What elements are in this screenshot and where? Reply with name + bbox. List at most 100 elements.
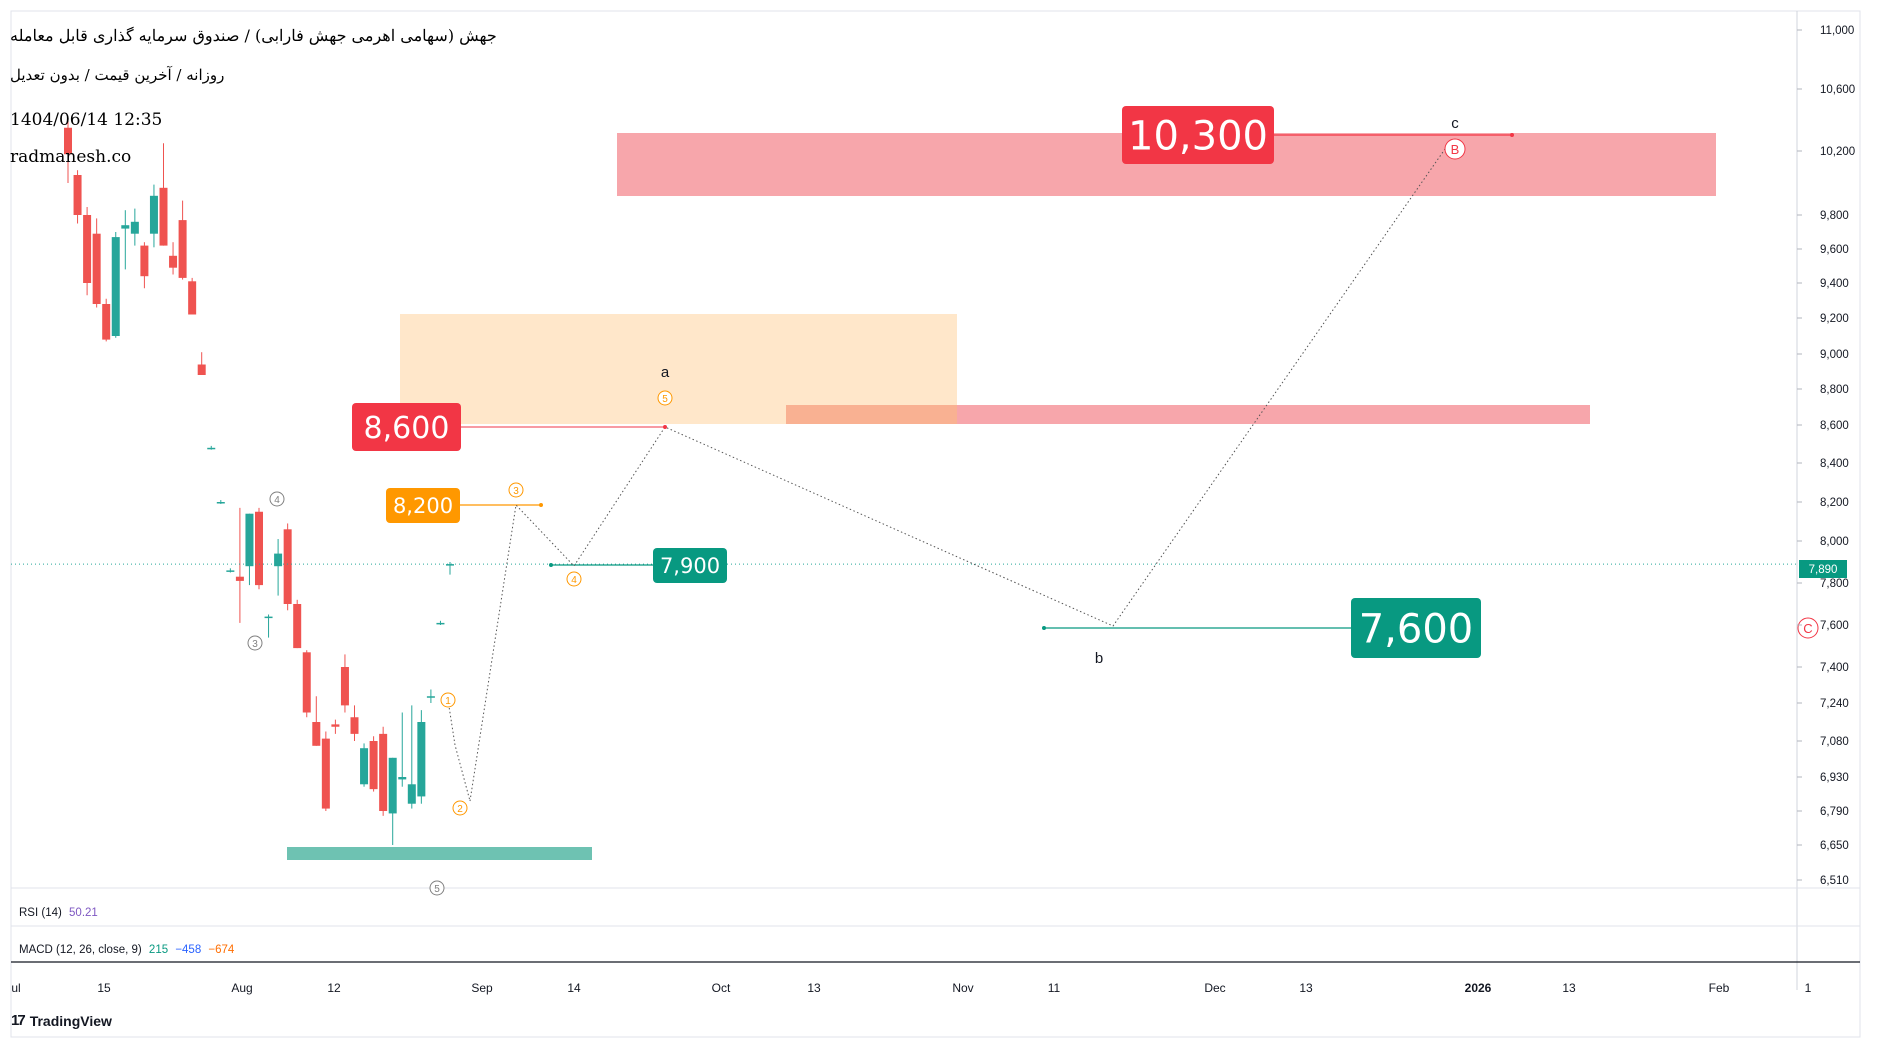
macd-label: MACD (12, 26, close, 9) — [19, 944, 142, 956]
price-label-box — [352, 403, 461, 451]
chart-frame — [10, 10, 1861, 1038]
candle-body — [331, 724, 340, 727]
watermark-website: radmanesh.co — [10, 147, 132, 167]
candle-body — [130, 221, 139, 234]
y-tick-label: 8,400 — [1820, 458, 1849, 470]
price-axis[interactable]: 11,000 10,600 10,200 9,800 9,600 9,400 9,200 9,… — [1797, 25, 1855, 887]
level-8200-dot — [539, 503, 543, 507]
rsi-label: RSI (14) — [19, 907, 62, 919]
candle-body — [446, 564, 454, 566]
wave-number-label: 1 — [445, 696, 451, 707]
x-tick-label: 2026 — [1465, 981, 1492, 995]
wave-circle — [1797, 617, 1819, 639]
candle-body — [83, 215, 92, 283]
y-tick-label: 6,790 — [1820, 806, 1849, 818]
candle-body — [64, 127, 72, 155]
candle-body — [226, 570, 235, 572]
wave-number-label: 4 — [274, 495, 280, 506]
candle-body — [121, 225, 130, 229]
time-axis[interactable]: ul 15 Aug 12 Sep 14 Oct 13 Nov 11 Dec 13 2026 13 Feb 1 — [11, 981, 1811, 995]
x-tick-label: 13 — [807, 981, 821, 995]
x-tick-label: 13 — [1562, 981, 1576, 995]
y-tick-label: 6,930 — [1820, 772, 1849, 784]
candle-body — [312, 722, 321, 746]
rsi-legend[interactable]: RSI (14) 50.21 — [19, 907, 98, 919]
candle-body — [340, 667, 349, 706]
candle-body — [379, 733, 388, 811]
candle-body — [149, 195, 158, 234]
x-tick-label: Dec — [1204, 981, 1225, 995]
y-tick-label: 10,600 — [1820, 84, 1855, 96]
wave-letter-label: a — [661, 364, 670, 381]
candle-body — [140, 245, 149, 277]
x-tick-label: Feb — [1709, 981, 1730, 995]
tradingview-logo[interactable]: 17 TradingView — [11, 1012, 112, 1029]
price-label-box — [386, 488, 460, 523]
wave-number-label: 2 — [457, 804, 463, 815]
x-tick-label: 11 — [1048, 981, 1061, 995]
price-label-box — [653, 548, 727, 583]
wave-number-label: 4 — [571, 575, 577, 586]
candle-body — [293, 604, 302, 649]
support-zone-green — [287, 847, 592, 860]
x-tick-label: Oct — [712, 981, 731, 995]
wave-number-label: 3 — [252, 639, 258, 650]
wave-circle — [429, 880, 445, 896]
y-tick-label: 9,800 — [1820, 210, 1849, 222]
wave-letter-label: b — [1095, 650, 1103, 667]
candle-body — [197, 364, 206, 375]
candle-body — [436, 622, 445, 625]
current-price-text: 7,890 — [1809, 564, 1838, 576]
wave-circle — [566, 571, 582, 587]
wave-number-label: 5 — [662, 394, 668, 405]
candle-body — [398, 777, 407, 780]
candle-body — [321, 738, 330, 809]
price-label-box — [1122, 106, 1274, 164]
macd-legend[interactable]: MACD (12, 26, close, 9) 215 −458 −674 — [19, 944, 234, 956]
candle-body — [188, 281, 197, 315]
price-label-box — [1351, 598, 1481, 658]
chart-subtitle: روزانه / آخرین قیمت / بدون تعدیل — [10, 66, 225, 84]
level-7600-dot — [1042, 626, 1046, 630]
rsi-value: 50.21 — [69, 907, 98, 919]
candle-body — [92, 233, 101, 304]
macd-value-1: 215 — [148, 944, 169, 956]
wave-number-label: B — [1451, 142, 1460, 157]
y-tick-label: 8,800 — [1820, 384, 1849, 396]
candle-body — [302, 652, 311, 713]
candle-body — [283, 529, 292, 604]
price-label-text: 7,900 — [660, 554, 720, 578]
y-tick-label: 9,400 — [1820, 278, 1849, 290]
candle-body — [245, 513, 254, 567]
x-tick-label: 15 — [97, 981, 111, 995]
price-label-text: 7,600 — [1359, 606, 1474, 652]
wave-letter-label: c — [1451, 115, 1459, 132]
wave-number-label: 5 — [434, 884, 440, 895]
candle-body — [388, 757, 397, 814]
wave-circle — [440, 692, 456, 708]
x-tick-label: 14 — [567, 981, 581, 995]
level-10300-dot — [1510, 133, 1514, 137]
level-7900-dot — [549, 563, 553, 567]
candle-body — [255, 511, 263, 586]
y-tick-label: 9,200 — [1820, 313, 1849, 325]
wave-circle — [269, 491, 285, 507]
y-tick-label: 7,800 — [1820, 578, 1849, 590]
x-tick-label: Nov — [952, 981, 973, 995]
x-tick-label: ul — [11, 981, 20, 995]
chart-border — [10, 10, 1861, 1038]
wave-circle — [508, 482, 524, 498]
wave-circle — [1444, 138, 1466, 160]
candlestick-series — [64, 120, 454, 845]
candle-body — [102, 304, 111, 340]
candle-body — [159, 187, 168, 246]
tradingview-logo-icon: 17 — [11, 1012, 26, 1029]
y-tick-label: 7,080 — [1820, 736, 1849, 748]
y-tick-label: 7,400 — [1820, 662, 1849, 674]
x-tick-label: 12 — [327, 981, 341, 995]
wave-circle — [452, 800, 468, 816]
macd-value-3: −674 — [208, 944, 235, 956]
wave-number-label: C — [1803, 621, 1812, 636]
wave-circle — [657, 390, 673, 406]
